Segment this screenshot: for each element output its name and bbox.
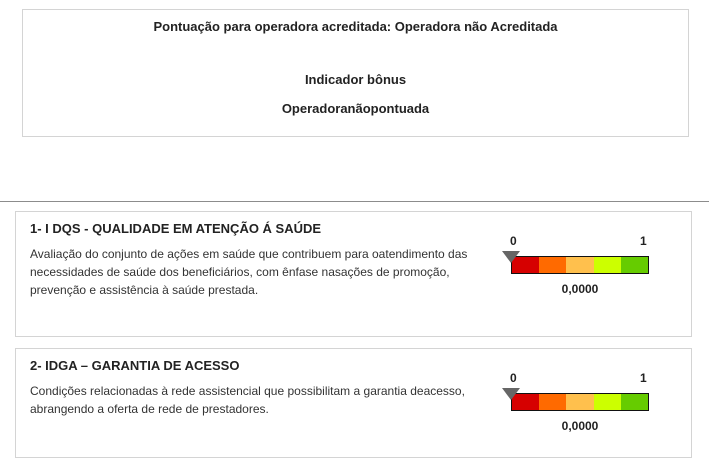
scale-segment-light-orange bbox=[566, 257, 594, 273]
score-marker-icon bbox=[502, 251, 520, 263]
scale-min-label: 0 bbox=[510, 371, 517, 385]
scale-segment-lime bbox=[593, 257, 621, 273]
scale-segment-orange bbox=[539, 257, 567, 273]
accreditation-panel: Pontuação para operadora acreditada: Ope… bbox=[22, 9, 689, 137]
section-divider bbox=[0, 201, 709, 202]
score-color-bar bbox=[511, 256, 649, 274]
scale-segment-green bbox=[620, 394, 649, 410]
indicator-title: 1- I DQS - QUALIDADE EM ATENÇÃO Á SAÚDE bbox=[30, 221, 322, 236]
scale-segment-light-orange bbox=[566, 394, 594, 410]
score-gauge: 0 1 0,0000 bbox=[496, 369, 668, 459]
indicator-title: 2- IDGA – GARANTIA DE ACESSO bbox=[30, 358, 240, 373]
score-value: 0,0000 bbox=[561, 419, 599, 433]
scale-segment-orange bbox=[539, 394, 567, 410]
scale-max-label: 1 bbox=[640, 234, 647, 248]
indicator-card-idga: 2- IDGA – GARANTIA DE ACESSO Condições r… bbox=[15, 348, 692, 458]
indicator-description: Condições relacionadas à rede assistenci… bbox=[30, 384, 465, 416]
bonus-indicator-title: Indicador bônus bbox=[304, 72, 407, 87]
score-color-bar bbox=[511, 393, 649, 411]
bonus-indicator-value: Operadoranãopontuada bbox=[281, 101, 430, 116]
score-gauge: 0 1 0,0000 bbox=[496, 232, 668, 322]
accreditation-score-text: Pontuação para operadora acreditada: Ope… bbox=[153, 19, 558, 34]
scale-min-label: 0 bbox=[510, 234, 517, 248]
score-value: 0,0000 bbox=[561, 282, 599, 296]
indicator-description: Avaliação do conjunto de ações em saúde … bbox=[30, 247, 468, 297]
scale-max-label: 1 bbox=[640, 371, 647, 385]
scale-segment-lime bbox=[593, 394, 621, 410]
score-marker-icon bbox=[502, 388, 520, 400]
scale-segment-green bbox=[620, 257, 649, 273]
indicator-card-idqs: 1- I DQS - QUALIDADE EM ATENÇÃO Á SAÚDE … bbox=[15, 211, 692, 337]
